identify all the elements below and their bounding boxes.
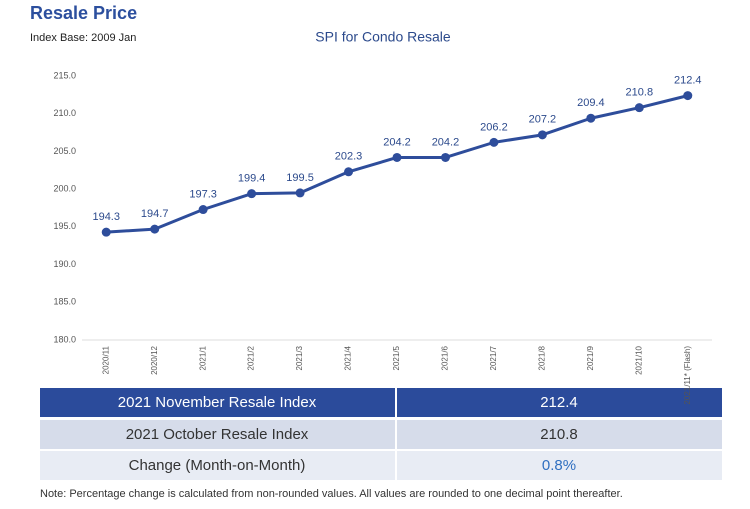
marker xyxy=(101,227,111,237)
x-tick-label: 2021/8 xyxy=(537,345,546,370)
row-bg xyxy=(397,420,722,449)
marker xyxy=(489,137,499,147)
value-label: 204.2 xyxy=(383,136,411,148)
x-tick-label: 2021/3 xyxy=(295,345,304,370)
line xyxy=(106,94,689,234)
value-label: 206.2 xyxy=(480,121,508,133)
x-tick-label: 2021/5 xyxy=(392,345,401,370)
marker xyxy=(150,224,160,234)
x-tick-label: 2020/12 xyxy=(150,345,159,374)
marker xyxy=(295,188,305,198)
marker xyxy=(198,205,208,215)
value-label: 210.8 xyxy=(626,87,654,99)
index-base: Index Base: 2009 Jan xyxy=(30,32,136,44)
row-bg xyxy=(397,388,722,417)
marker xyxy=(634,103,644,113)
x-tick-label: 2021/4 xyxy=(344,345,353,370)
y-tick-label: 195.0 xyxy=(53,221,76,231)
note: Note: Percentage change is calculated fr… xyxy=(40,488,623,500)
x-tick-label: 2021/6 xyxy=(441,345,450,370)
x-tick-label: 2021/11* (Flash) xyxy=(683,346,692,405)
row-bg xyxy=(40,420,395,449)
chart-title: SPI for Condo Resale xyxy=(315,29,451,45)
table-cell: 2021 October Resale Index xyxy=(126,426,309,443)
page-title: Resale Price xyxy=(30,3,137,23)
value-label: 194.3 xyxy=(92,211,120,223)
value-label: 199.5 xyxy=(286,172,314,184)
marker xyxy=(344,167,354,177)
x-tick-label: 2021/7 xyxy=(489,345,498,370)
y-tick-label: 200.0 xyxy=(53,184,76,194)
x-tick-label: 2021/10 xyxy=(634,345,643,374)
table-cell: Change (Month-on-Month) xyxy=(129,457,306,474)
marker xyxy=(440,152,450,162)
y-tick-label: 190.0 xyxy=(53,259,76,269)
table-cell: 2021 November Resale Index xyxy=(118,394,317,411)
value-label: 197.3 xyxy=(189,188,217,200)
y-tick-label: 210.0 xyxy=(53,108,76,118)
marker xyxy=(247,189,257,199)
table-cell: 210.8 xyxy=(540,426,578,443)
value-label: 212.4 xyxy=(674,75,702,87)
x-tick-label: 2020/11 xyxy=(101,345,110,374)
table: 2021 November Resale Index 212.4 2021 Oc… xyxy=(40,388,722,480)
marker xyxy=(586,113,596,123)
value-label: 194.7 xyxy=(141,208,169,220)
y-tick-label: 215.0 xyxy=(53,70,76,80)
value-label: 207.2 xyxy=(529,114,557,126)
value-label: 209.4 xyxy=(577,97,605,109)
x-tick-label: 2021/9 xyxy=(586,345,595,370)
x-tick-label: 2021/1 xyxy=(198,345,207,370)
value-label: 202.3 xyxy=(335,151,363,163)
value-label: 199.4 xyxy=(238,173,266,185)
marker xyxy=(537,130,547,140)
table-cell: 212.4 xyxy=(540,394,578,411)
y-tick-label: 205.0 xyxy=(53,146,76,156)
value-label: 204.2 xyxy=(432,136,460,148)
marker xyxy=(683,91,693,101)
marker xyxy=(392,152,402,162)
row-bg xyxy=(40,388,395,417)
row-bg xyxy=(40,451,395,480)
row-bg xyxy=(397,451,722,480)
y-tick-label: 180.0 xyxy=(53,334,76,344)
x-tick-label: 2021/2 xyxy=(247,345,256,370)
table-cell: 0.8% xyxy=(542,457,576,474)
y-tick-label: 185.0 xyxy=(53,297,76,307)
